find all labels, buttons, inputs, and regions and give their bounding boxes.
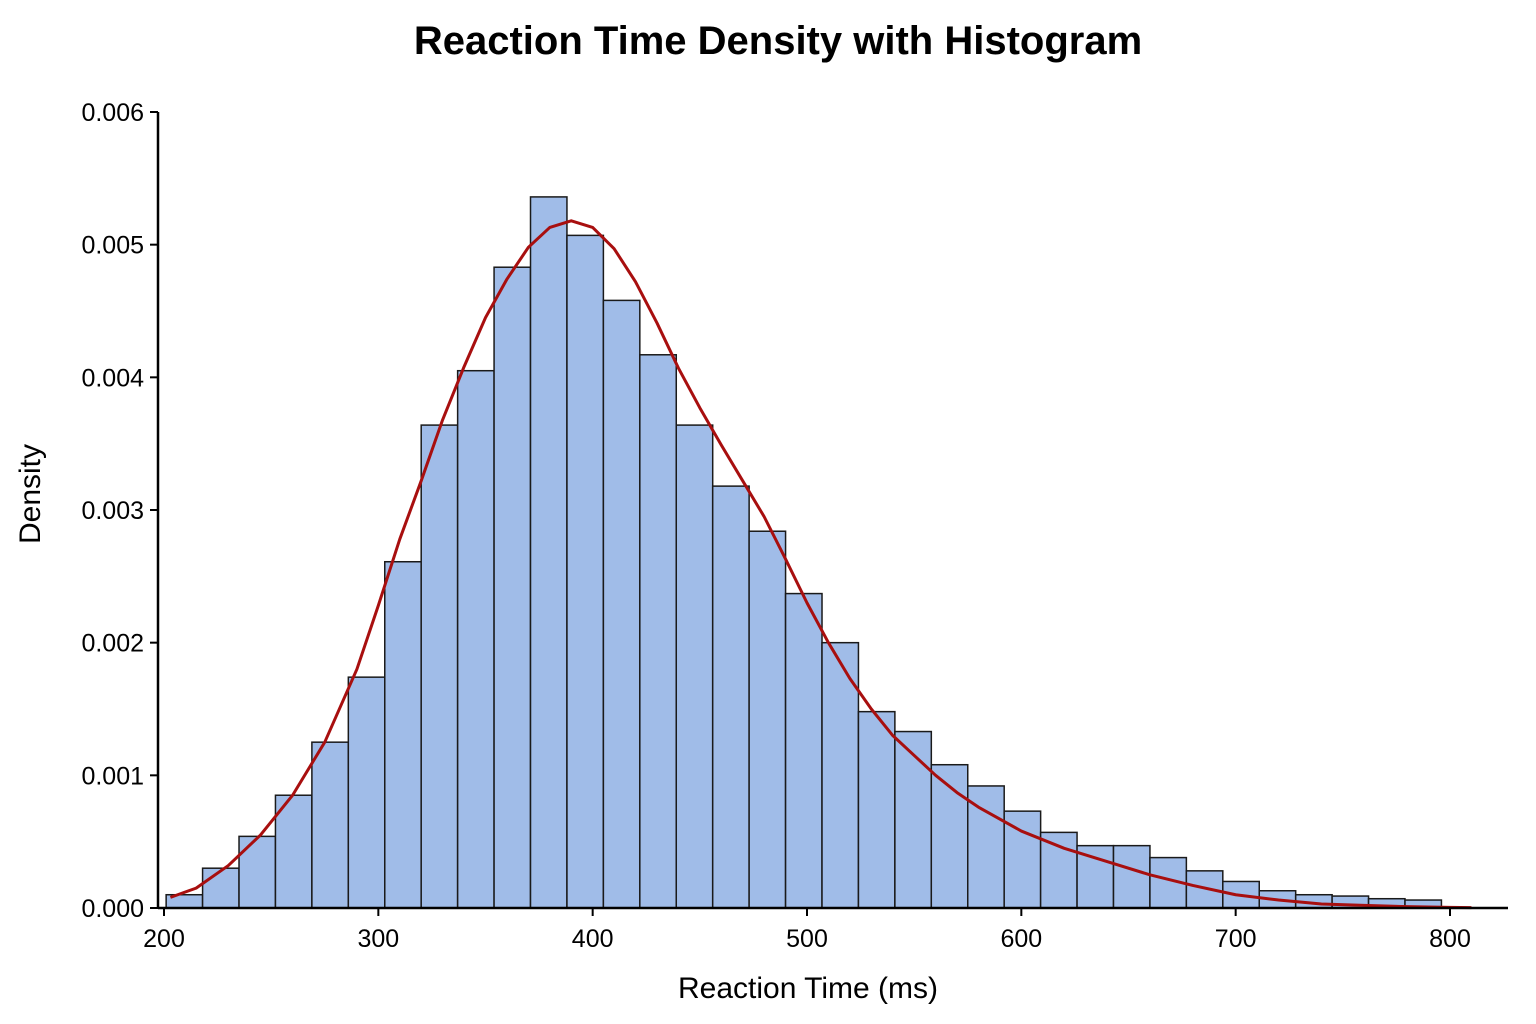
histogram-bar <box>1039 831 1078 909</box>
histogram-bars <box>165 196 1443 909</box>
histogram-bar <box>675 424 714 909</box>
histogram-bar <box>1112 844 1151 909</box>
x-tick-label: 500 <box>786 925 828 953</box>
y-tick-label: 0.003 <box>81 497 144 525</box>
histogram-bar <box>456 369 495 909</box>
histogram-bar <box>894 730 933 909</box>
y-tick-label: 0.002 <box>81 630 144 658</box>
histogram-bar <box>602 299 641 909</box>
histogram-bar <box>347 676 386 909</box>
histogram-bar <box>566 234 605 909</box>
y-tick-label: 0.000 <box>81 895 144 923</box>
histogram-bar <box>930 763 969 909</box>
histogram-bar <box>711 485 750 909</box>
x-axis-label: Reaction Time (ms) <box>678 972 938 1005</box>
histogram-bar <box>529 196 568 909</box>
x-axis-ticks: 200 300 400 500 600 700 800 <box>143 908 1471 953</box>
density-curve <box>169 219 1472 910</box>
histogram-bar <box>274 794 313 909</box>
x-tick-label: 600 <box>1000 925 1042 953</box>
histogram-bar <box>857 710 896 909</box>
x-tick-label: 800 <box>1429 925 1471 953</box>
y-tick-label: 0.005 <box>81 232 144 260</box>
x-tick-label: 200 <box>143 925 185 953</box>
y-tick-label: 0.001 <box>81 762 144 790</box>
y-tick-label: 0.006 <box>81 99 144 127</box>
histogram-bar <box>639 354 678 909</box>
histogram-bar <box>967 785 1005 909</box>
histogram-bar <box>384 560 422 909</box>
y-axis-label: Density <box>14 444 47 544</box>
x-tick-label: 700 <box>1215 925 1257 953</box>
histogram-bar <box>493 266 532 909</box>
histogram-bar <box>748 530 787 909</box>
histogram-bar <box>238 835 277 909</box>
histogram-bar <box>821 641 860 909</box>
histogram-bar <box>784 592 823 909</box>
x-tick-label: 300 <box>357 925 399 953</box>
histogram-bar <box>420 424 459 909</box>
x-tick-label: 400 <box>572 925 614 953</box>
y-tick-label: 0.004 <box>81 364 144 392</box>
y-axis-ticks: 0.000 0.001 0.002 0.003 0.004 0.005 0.006 <box>81 99 158 923</box>
chart-title: Reaction Time Density with Histogram <box>414 19 1142 63</box>
histogram-bar <box>201 867 240 909</box>
histogram-bar <box>311 741 350 909</box>
